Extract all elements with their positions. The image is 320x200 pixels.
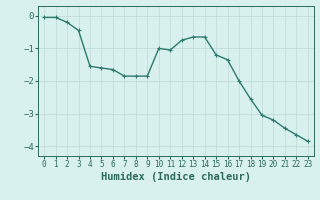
X-axis label: Humidex (Indice chaleur): Humidex (Indice chaleur) [101, 172, 251, 182]
